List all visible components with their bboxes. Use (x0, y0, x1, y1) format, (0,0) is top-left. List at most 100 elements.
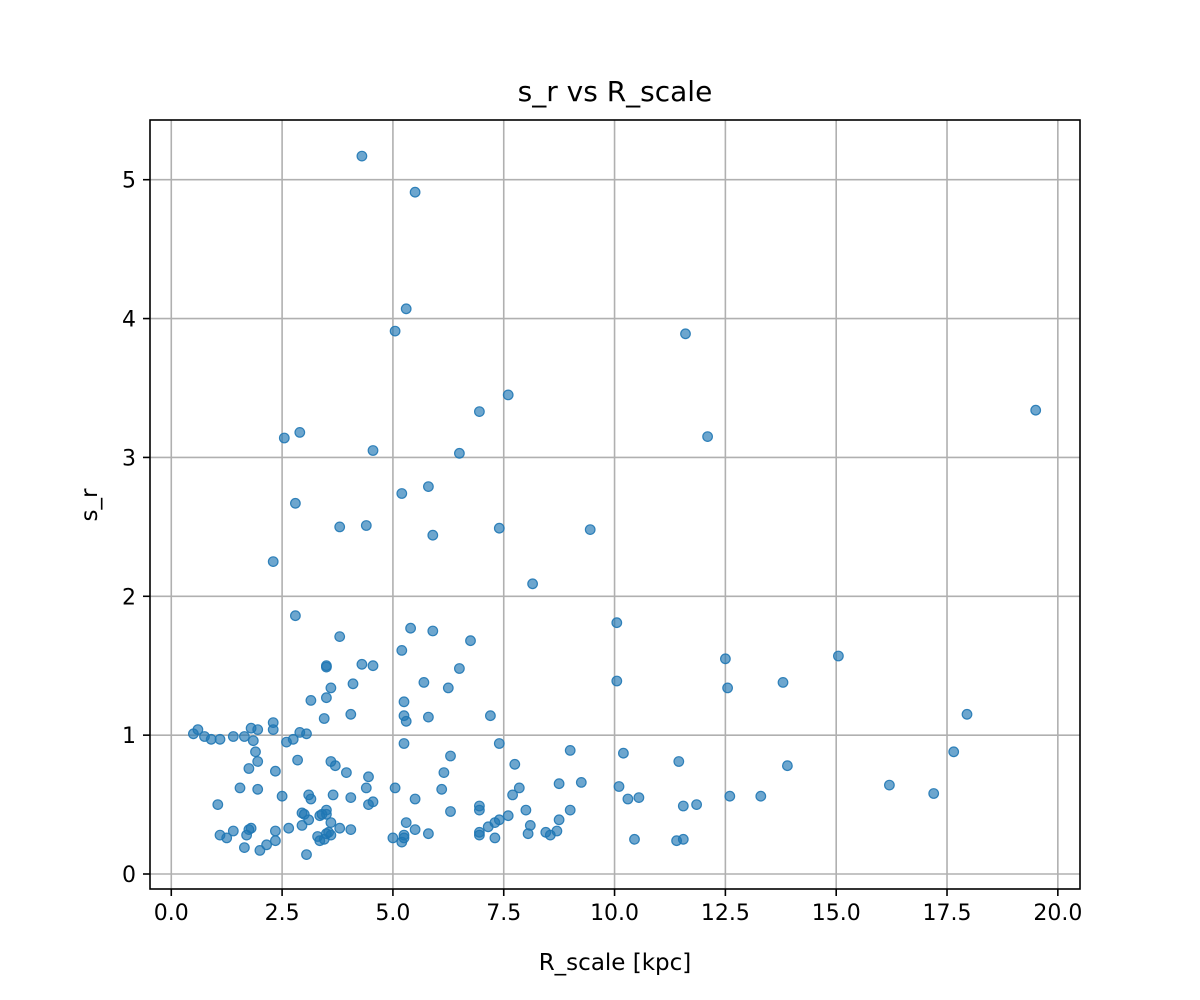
data-point (611, 675, 623, 687)
data-point (409, 793, 421, 805)
data-point (321, 660, 332, 672)
data-point (227, 731, 239, 742)
data-point (214, 733, 226, 745)
data-point (270, 835, 281, 847)
data-point (722, 682, 733, 694)
data-point (334, 822, 346, 834)
data-point (287, 733, 299, 745)
data-point (341, 767, 352, 778)
data-point (400, 715, 412, 727)
data-point (755, 790, 767, 802)
data-point (278, 432, 290, 444)
data-point (575, 777, 587, 788)
data-point (502, 389, 514, 401)
y-tick-label: 0 (122, 863, 136, 888)
data-point (423, 481, 434, 493)
x-tick-label: 12.5 (701, 901, 750, 926)
data-point (212, 799, 224, 810)
data-point (618, 747, 629, 759)
data-point (948, 746, 960, 758)
y-tick-label: 5 (122, 169, 136, 194)
data-point (321, 804, 332, 816)
x-tick-label: 20.0 (1033, 901, 1082, 926)
data-point (292, 754, 304, 766)
data-point (445, 806, 456, 817)
data-point (290, 610, 301, 622)
data-point (691, 799, 702, 810)
data-point (305, 695, 317, 706)
x-tick-label: 0.0 (154, 901, 189, 926)
data-point (325, 682, 337, 694)
data-point (474, 826, 485, 838)
data-point (398, 696, 410, 708)
data-point (360, 782, 372, 794)
data-point (611, 617, 623, 629)
data-point (436, 783, 448, 795)
data-point (283, 822, 295, 834)
data-point (454, 663, 465, 674)
x-tick-label: 2.5 (265, 901, 300, 926)
data-point (520, 804, 532, 816)
data-point (270, 765, 281, 777)
data-point (247, 735, 259, 747)
data-point (334, 631, 346, 642)
data-point (673, 756, 685, 767)
data-point (345, 792, 357, 803)
data-point (485, 710, 496, 722)
data-point (438, 767, 450, 778)
data-point (553, 814, 565, 826)
data-point (252, 783, 264, 795)
data-point (238, 731, 250, 742)
axis-ticks: 0.0 2.5 5.0 7.5 10.0 12.5 15.0 17.5 20.0 0 1 2 3 4 5 (122, 169, 1082, 926)
data-point (227, 825, 239, 837)
data-point (325, 829, 337, 841)
data-point (720, 653, 731, 665)
data-point (192, 724, 204, 735)
data-point (367, 660, 379, 672)
y-tick-label: 1 (122, 724, 136, 749)
data-point (409, 824, 421, 835)
data-point (423, 828, 434, 840)
data-point (305, 793, 317, 805)
data-point (442, 682, 454, 694)
data-point (400, 817, 412, 828)
data-point (509, 758, 521, 770)
data-point (221, 832, 233, 844)
data-point (276, 790, 288, 802)
data-point (454, 447, 465, 459)
data-point (363, 771, 374, 783)
data-point (513, 782, 525, 794)
data-point (524, 820, 536, 831)
data-point (398, 829, 410, 841)
data-point (234, 782, 246, 794)
x-tick-label: 7.5 (486, 901, 521, 926)
data-point (400, 303, 412, 315)
data-point (356, 658, 368, 670)
data-point (270, 825, 281, 837)
data-point (252, 724, 264, 735)
data-point (261, 839, 273, 851)
x-tick-label: 5.0 (375, 901, 410, 926)
data-point (613, 781, 625, 792)
data-point (564, 804, 576, 816)
data-point (243, 763, 255, 774)
data-points (187, 150, 1042, 860)
data-point (961, 708, 973, 720)
data-point (677, 800, 689, 812)
data-point (389, 782, 401, 794)
data-point (238, 842, 250, 853)
data-point (347, 678, 359, 690)
y-axis-label: s_r (77, 488, 103, 521)
data-point (680, 328, 691, 340)
data-point (702, 431, 713, 443)
y-tick-label: 2 (122, 585, 136, 610)
data-point (303, 814, 315, 826)
data-point (507, 789, 518, 801)
data-point (367, 796, 379, 808)
data-point (389, 325, 401, 337)
data-point (301, 849, 312, 860)
data-point (493, 738, 505, 749)
data-point (833, 650, 844, 662)
data-point (345, 708, 357, 720)
